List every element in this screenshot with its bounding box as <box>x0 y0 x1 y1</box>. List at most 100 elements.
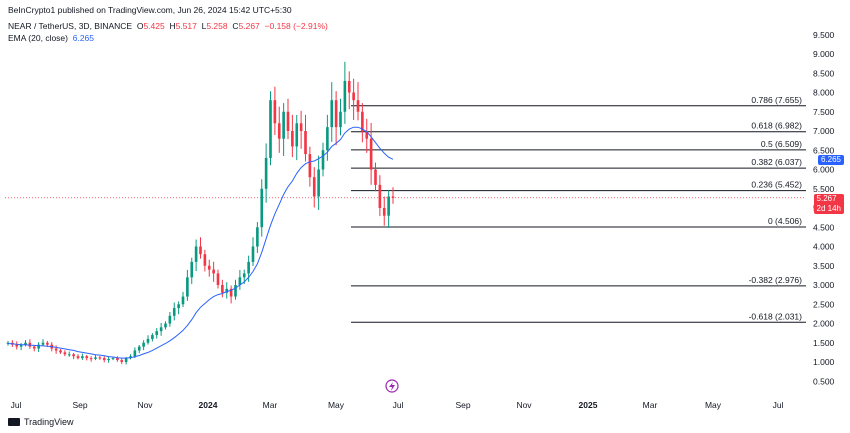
candle-body <box>172 308 176 316</box>
candle-body <box>234 285 237 297</box>
candle-body <box>146 338 150 343</box>
candle-body <box>72 354 75 357</box>
candle-body <box>221 285 224 293</box>
low-label: L <box>201 21 207 31</box>
candle-body <box>76 356 80 359</box>
candle-body <box>89 358 93 360</box>
candle-body <box>85 356 89 359</box>
bar-countdown: 2d 14h <box>816 204 841 213</box>
candle-body <box>155 331 159 336</box>
candle-body <box>168 315 172 324</box>
candle-body <box>242 273 246 278</box>
candle-body <box>387 196 390 216</box>
fib-level-label: 0.5 (6.509) <box>761 139 802 149</box>
y-tick-label: 6.000 <box>813 165 835 175</box>
candle-body <box>282 111 285 139</box>
candle-body <box>312 177 316 197</box>
candle-body <box>264 157 268 189</box>
candle-body <box>120 360 124 362</box>
candle-body <box>164 323 167 328</box>
candle-body <box>54 348 58 351</box>
x-tick-label: Nov <box>516 400 532 410</box>
y-tick-label: 9.500 <box>813 30 835 40</box>
x-tick-label: Mar <box>263 400 278 410</box>
fib-level-label: 0.618 (6.982) <box>751 121 802 131</box>
y-tick-label: 1.500 <box>813 338 835 348</box>
candle-body <box>374 169 377 185</box>
candle-body <box>133 350 137 357</box>
candle-body <box>247 261 250 274</box>
low-value: 5.258 <box>206 21 228 31</box>
candle-body <box>391 196 395 198</box>
open-value: 5.425 <box>143 21 165 31</box>
candle-body <box>98 357 102 359</box>
candle-body <box>295 123 299 147</box>
publish-info: BeInCrypto1 published on TradingView.com… <box>8 5 292 15</box>
y-tick-label: 3.000 <box>813 280 835 290</box>
last-price-tag: 5.267 2d 14h <box>813 194 844 214</box>
y-tick-label: 4.000 <box>813 242 835 252</box>
x-tick-label: Sep <box>455 400 470 410</box>
candle-body <box>63 352 67 355</box>
last-price-value: 5.267 <box>816 194 837 203</box>
candle-body <box>291 131 294 147</box>
y-tick-label: 8.500 <box>813 68 835 78</box>
candle-body <box>225 288 229 293</box>
fib-level-label: 0.382 (6.037) <box>751 157 802 167</box>
candle-body <box>347 80 351 93</box>
candle-body <box>229 288 233 297</box>
brand-label: TradingView <box>24 417 74 427</box>
candle-body <box>361 111 364 131</box>
candle-body <box>124 358 128 362</box>
candle-body <box>251 246 255 262</box>
candle-body <box>207 265 211 270</box>
y-tick-label: 0.500 <box>813 376 835 386</box>
candle-body <box>308 154 312 178</box>
y-tick-label: 6.500 <box>813 145 835 155</box>
fib-level-label: 0 (4.506) <box>768 216 802 226</box>
candle-body <box>286 111 290 131</box>
candle-body <box>352 92 355 101</box>
ema-price-tag: 6.265 <box>817 155 844 165</box>
candle-body <box>59 350 62 353</box>
candle-body <box>102 358 106 361</box>
y-tick-label: 1.000 <box>813 357 835 367</box>
x-tick-label: 2024 <box>199 400 218 410</box>
lightning-icon <box>389 382 395 391</box>
candle-body <box>378 184 382 208</box>
candle-body <box>151 335 154 339</box>
candle-body <box>111 358 115 360</box>
candle-body <box>356 100 360 112</box>
ema-value: 6.265 <box>72 33 95 43</box>
y-tick-label: 3.500 <box>813 261 835 271</box>
candle-body <box>181 296 185 305</box>
candle-body <box>142 342 145 347</box>
candle-body <box>203 254 207 266</box>
fib-level-label: 0.236 (5.452) <box>751 180 802 190</box>
candle-body <box>37 344 40 349</box>
candle-body <box>326 127 329 151</box>
close-label: C <box>232 21 239 31</box>
y-tick-label: 7.000 <box>813 126 835 136</box>
candle-body <box>369 138 373 170</box>
x-tick-label: Mar <box>643 400 658 410</box>
x-tick-label: Sep <box>72 400 87 410</box>
high-value: 5.517 <box>175 21 197 31</box>
candle-body <box>339 111 342 128</box>
candle-body <box>260 188 264 228</box>
candle-body <box>15 344 19 347</box>
x-tick-label: Jul <box>11 400 22 410</box>
tradingview-brand[interactable]: TradingView <box>8 417 74 427</box>
candle-body <box>107 358 110 361</box>
ema-legend: EMA (20, close) 6.265 <box>8 33 94 43</box>
candle-body <box>24 342 27 345</box>
candle-body <box>137 346 141 351</box>
tradingview-logo-icon <box>8 418 20 426</box>
candle-body <box>199 246 202 255</box>
candle-body <box>186 277 189 297</box>
open-label: O <box>136 21 144 31</box>
ema-label: EMA (20, close) <box>8 33 68 43</box>
candle-body <box>194 246 198 262</box>
candle-body <box>6 342 10 344</box>
